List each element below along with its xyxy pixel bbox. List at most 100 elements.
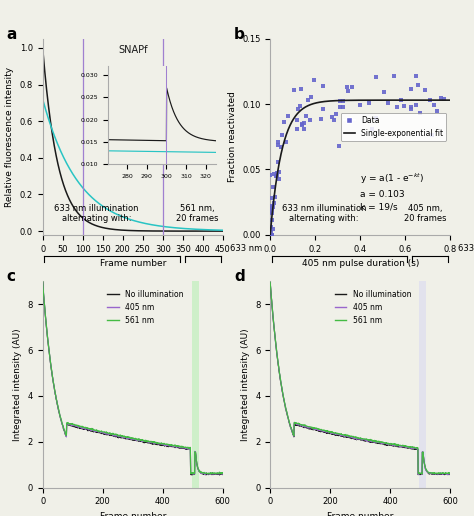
Point [271, 170, 278, 179]
Text: 561 nm,
20 frames: 561 nm, 20 frames [176, 204, 219, 223]
Point [268, 203, 275, 212]
Point [275, 167, 283, 175]
Point [277, 143, 285, 151]
Text: c: c [7, 269, 16, 284]
Point [317, 115, 325, 123]
Point [278, 131, 286, 139]
Point [365, 99, 372, 107]
Text: 633 nm illumination
alternating with:: 633 nm illumination alternating with: [282, 204, 366, 223]
Point [390, 72, 398, 80]
Point [270, 183, 277, 191]
Point [284, 111, 292, 120]
Point [394, 103, 401, 111]
Point [273, 172, 281, 181]
Point [267, 208, 274, 216]
Y-axis label: Integrated intensity (AU): Integrated intensity (AU) [240, 328, 249, 441]
Point [373, 114, 380, 122]
Point [268, 201, 276, 209]
Text: 405 nm,
20 frames: 405 nm, 20 frames [404, 204, 447, 223]
X-axis label: Frame number: Frame number [100, 512, 166, 516]
Legend: No illumination, 405 nm, 561 nm: No illumination, 405 nm, 561 nm [104, 287, 187, 328]
Point [310, 75, 318, 84]
Point [430, 101, 438, 109]
Point [271, 199, 278, 207]
Point [297, 85, 304, 93]
Y-axis label: Fraction reactivated: Fraction reactivated [228, 91, 237, 182]
Point [302, 112, 310, 120]
Point [270, 225, 277, 233]
Point [413, 101, 420, 109]
Point [332, 110, 339, 119]
Point [344, 83, 351, 91]
Point [294, 105, 302, 114]
Point [339, 96, 346, 105]
Point [421, 86, 428, 94]
Point [412, 72, 419, 80]
Point [290, 86, 297, 94]
Bar [419, 281, 426, 488]
Bar [192, 281, 199, 488]
Point [272, 192, 279, 201]
Text: 633 nm illumination
alternating with:: 633 nm illumination alternating with: [55, 204, 139, 223]
Point [267, 228, 274, 236]
Point [307, 116, 314, 124]
Point [438, 94, 445, 103]
Point [272, 172, 280, 181]
Text: 633 nm: 633 nm [230, 244, 262, 253]
Point [304, 96, 311, 104]
Point [433, 107, 440, 116]
Y-axis label: Relative fluorescence intensity: Relative fluorescence intensity [5, 67, 14, 207]
Point [408, 103, 415, 111]
Text: Halo: Halo [118, 72, 140, 82]
Point [293, 116, 301, 124]
Point [372, 73, 380, 81]
Y-axis label: Integrated intensity (AU): Integrated intensity (AU) [13, 328, 22, 441]
Point [268, 216, 275, 224]
Point [273, 168, 281, 176]
Point [267, 223, 274, 231]
Point [384, 99, 392, 107]
Point [440, 95, 447, 103]
Point [407, 85, 415, 93]
Text: y = a(1 - e$^{-kt}$)
a = 0.103
k = 19/s: y = a(1 - e$^{-kt}$) a = 0.103 k = 19/s [360, 172, 425, 212]
Legend: Data, Single-exponential fit: Data, Single-exponential fit [341, 113, 447, 141]
Text: b: b [234, 27, 245, 42]
Point [280, 118, 288, 126]
Point [270, 203, 277, 212]
X-axis label: 405 nm pulse duration (s): 405 nm pulse duration (s) [301, 259, 419, 268]
Point [356, 101, 364, 109]
Point [298, 121, 306, 130]
Point [426, 96, 434, 104]
X-axis label: Frame number: Frame number [100, 259, 166, 268]
Point [293, 125, 301, 133]
Point [268, 194, 276, 202]
Point [301, 119, 308, 127]
Point [368, 124, 376, 133]
Point [328, 113, 336, 121]
Point [416, 109, 423, 118]
Point [299, 120, 306, 128]
Point [337, 103, 344, 111]
Point [268, 205, 276, 214]
X-axis label: Frame number: Frame number [327, 512, 393, 516]
Point [428, 131, 436, 139]
Point [401, 102, 408, 110]
Point [283, 137, 290, 146]
Point [381, 88, 388, 96]
Point [269, 209, 276, 218]
Point [274, 141, 282, 149]
Point [337, 96, 344, 105]
Text: 633 nm: 633 nm [457, 244, 474, 253]
Point [274, 138, 282, 146]
Point [308, 92, 315, 101]
Text: SNAPf: SNAPf [118, 44, 148, 55]
Legend: No illumination, 405 nm, 561 nm: No illumination, 405 nm, 561 nm [332, 287, 414, 328]
Point [414, 81, 421, 89]
Point [266, 171, 274, 179]
Point [275, 175, 283, 183]
Point [339, 103, 347, 111]
Point [296, 102, 303, 110]
Point [268, 231, 275, 239]
Point [319, 82, 327, 90]
Point [336, 141, 343, 150]
